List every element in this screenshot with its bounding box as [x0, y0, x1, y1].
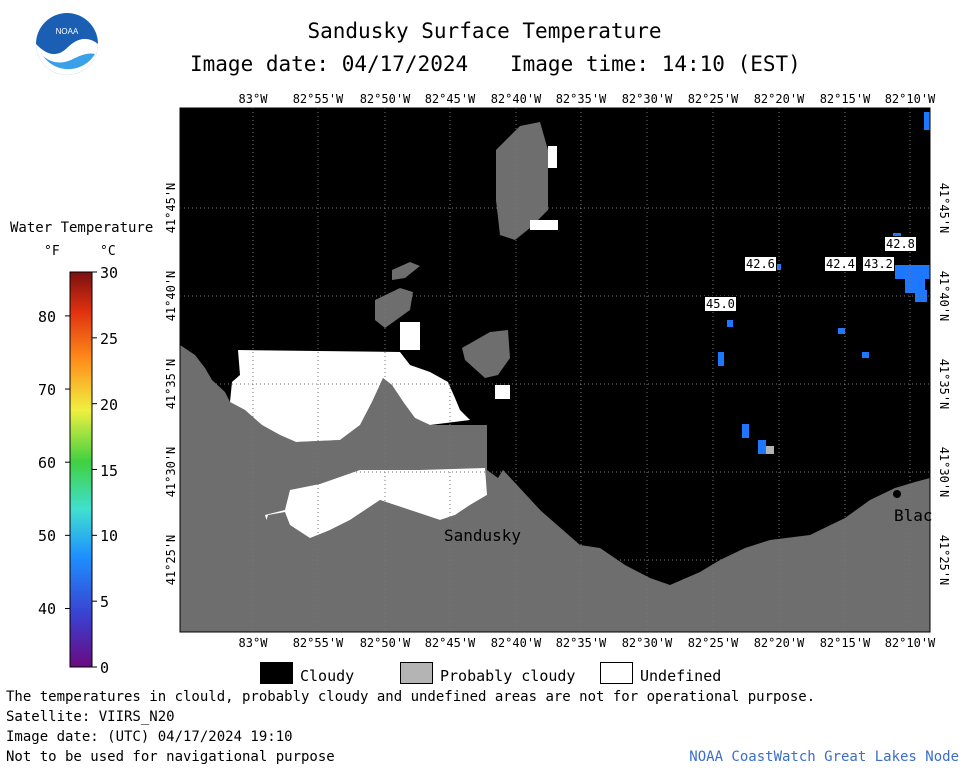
- temperature-label: 45.0: [704, 296, 737, 312]
- footer-disclaimer: The temperatures in clould, probably clo…: [6, 689, 816, 705]
- celsius-tick-label: 30: [100, 264, 119, 282]
- legend-label-undefined: Undefined: [640, 667, 722, 685]
- longitude-label: 82°20'W: [753, 636, 805, 650]
- place-marker: [893, 490, 901, 498]
- sandusky-bay-land: [265, 470, 540, 540]
- longitude-label: 82°25'W: [687, 92, 739, 106]
- noaa-logo-text: NOAA: [56, 27, 79, 36]
- legend-label-cloudy: Cloudy: [300, 667, 355, 685]
- image-date: Image date: 04/17/2024: [190, 52, 469, 76]
- image-time: Image time: 14:10 (EST): [510, 52, 801, 76]
- land-south-shore: [180, 345, 930, 632]
- latitude-label: 41°25'N: [164, 534, 178, 586]
- footer-nav-warning: Not to be used for navigational purpose: [6, 749, 335, 765]
- temperature-label: 43.2: [862, 256, 895, 272]
- longitude-label: 82°30'W: [621, 636, 673, 650]
- latitude-label: 41°30'N: [164, 446, 178, 498]
- celsius-tick-label: 20: [100, 395, 119, 414]
- longitude-label: 82°45'W: [424, 92, 476, 106]
- longitude-label: 82°10'W: [884, 92, 936, 106]
- longitude-label: 83°W: [238, 636, 268, 650]
- island-tiny: [392, 262, 420, 280]
- probably-cloudy-pixel: [766, 446, 774, 454]
- longitude-label: 82°45'W: [424, 636, 476, 650]
- latitude-label: 41°45'N: [164, 182, 178, 234]
- latitude-label: 41°45'N: [937, 182, 951, 234]
- celsius-tick-label: 25: [100, 329, 119, 348]
- place-label-sandusky: Sandusky: [444, 526, 522, 545]
- latitude-label: 41°30'N: [937, 446, 951, 498]
- longitude-label: 82°30'W: [621, 92, 673, 106]
- fahrenheit-tick-label: 70: [38, 381, 57, 400]
- fahrenheit-tick-label: 80: [38, 307, 57, 326]
- longitude-label: 82°40'W: [490, 636, 542, 650]
- longitude-label: 82°15'W: [819, 636, 871, 650]
- latitude-label: 41°35'N: [937, 358, 951, 410]
- undefined-pixel: [530, 220, 558, 230]
- map: [179, 107, 931, 633]
- page-title: Sandusky Surface Temperature: [307, 19, 662, 43]
- longitude-label: 82°50'W: [359, 92, 411, 106]
- longitude-label: 82°35'W: [555, 92, 607, 106]
- celsius-tick-label: 15: [100, 461, 119, 480]
- kelleys-island: [496, 122, 548, 240]
- temperature-label: 42.6: [744, 256, 777, 272]
- footer-credit: NOAA CoastWatch Great Lakes Node: [689, 749, 959, 765]
- latitude-label: 41°25'N: [937, 534, 951, 586]
- legend-label-probably-cloudy: Probably cloudy: [440, 667, 576, 685]
- footer-satellite: Satellite: VIIRS_N20: [6, 709, 175, 725]
- undefined-area-south: [265, 468, 487, 538]
- celsius-tick-label: 10: [100, 527, 119, 546]
- latitude-label: 41°40'N: [164, 270, 178, 322]
- island-south-bass: [462, 330, 510, 378]
- longitude-label: 82°40'W: [490, 92, 542, 106]
- fahrenheit-tick-label: 60: [38, 454, 57, 473]
- footer-utc-date: Image date: (UTC) 04/17/2024 19:10: [6, 729, 293, 745]
- longitude-label: 82°55'W: [292, 636, 344, 650]
- unit-fahrenheit: °F: [44, 244, 60, 259]
- temperature-label: 42.8: [884, 236, 917, 252]
- noaa-logo: NOAA: [36, 13, 98, 75]
- graticule: [180, 108, 930, 632]
- colorbar-title: Water Temperature: [10, 220, 154, 236]
- celsius-tick-label: 5: [100, 593, 110, 612]
- unit-celsius: °C: [100, 244, 116, 259]
- longitude-label: 82°55'W: [292, 92, 344, 106]
- fahrenheit-tick-label: 40: [38, 600, 57, 619]
- legend-swatch-undefined: [600, 662, 633, 684]
- longitude-label: 82°15'W: [819, 92, 871, 106]
- island-west-small: [375, 288, 413, 328]
- celsius-tick-label: 0: [100, 659, 110, 677]
- longitude-label: 82°10'W: [884, 636, 936, 650]
- longitude-label: 82°20'W: [753, 92, 805, 106]
- legend-swatch-cloudy: [260, 662, 293, 684]
- undefined-pixel: [495, 385, 510, 399]
- longitude-label: 82°50'W: [359, 636, 411, 650]
- undefined-pixel: [400, 322, 420, 350]
- longitude-label: 83°W: [238, 92, 268, 106]
- temperature-label: 42.4: [824, 256, 857, 272]
- place-label-black-point: Blac: [894, 506, 933, 525]
- latitude-label: 41°35'N: [164, 358, 178, 410]
- legend-swatch-probably-cloudy: [400, 662, 433, 684]
- longitude-label: 82°25'W: [687, 636, 739, 650]
- longitude-label: 82°35'W: [555, 636, 607, 650]
- undefined-pixel: [548, 146, 557, 168]
- fahrenheit-tick-label: 50: [38, 527, 57, 546]
- temperature-colorbar: [65, 271, 97, 668]
- undefined-area-west: [230, 350, 470, 442]
- latitude-label: 41°40'N: [937, 270, 951, 322]
